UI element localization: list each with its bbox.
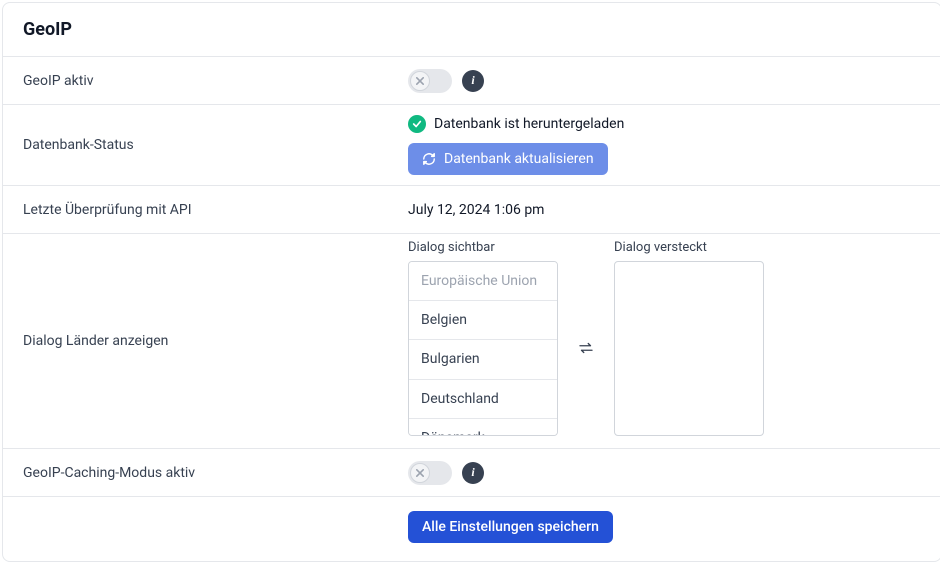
list-item[interactable]: Dänemark	[409, 419, 557, 436]
list-item[interactable]: Deutschland	[409, 380, 557, 419]
save-all-label: Alle Einstellungen speichern	[422, 519, 599, 535]
list-item[interactable]: Bulgarien	[409, 340, 557, 379]
label-db-status: Datenbank-Status	[3, 123, 408, 167]
row-geoip-active: GeoIP aktiv i	[3, 57, 940, 105]
db-status-text: Datenbank ist heruntergeladen	[434, 116, 624, 132]
panel-title: GeoIP	[23, 19, 921, 40]
update-db-button[interactable]: Datenbank aktualisieren	[408, 143, 608, 175]
row-caching-mode: GeoIP-Caching-Modus aktiv i	[3, 449, 940, 497]
swap-icon[interactable]	[576, 339, 596, 357]
panel-header: GeoIP	[3, 3, 940, 57]
info-icon[interactable]: i	[462, 462, 484, 484]
info-icon[interactable]: i	[462, 70, 484, 92]
label-geoip-active: GeoIP aktiv	[3, 59, 408, 103]
row-dialog-countries: Dialog Länder anzeigen Dialog sichtbar E…	[3, 234, 940, 449]
row-db-status: Datenbank-Status Datenbank ist herunterg…	[3, 105, 940, 186]
save-all-button[interactable]: Alle Einstellungen speichern	[408, 511, 613, 543]
hidden-list[interactable]	[614, 261, 764, 436]
hidden-column: Dialog versteckt	[614, 240, 764, 436]
list-item[interactable]: Belgien	[409, 301, 557, 340]
label-dialog-countries: Dialog Länder anzeigen	[3, 319, 408, 363]
list-group-header: Europäische Union	[409, 262, 557, 301]
visible-col-label: Dialog sichtbar	[408, 240, 558, 255]
toggle-caching-mode[interactable]	[408, 461, 452, 485]
label-last-check: Letzte Überprüfung mit API	[3, 188, 408, 232]
dual-list: Dialog sichtbar Europäische UnionBelgien…	[408, 240, 921, 436]
db-status-line: Datenbank ist heruntergeladen	[408, 115, 921, 133]
hidden-col-label: Dialog versteckt	[614, 240, 764, 255]
toggle-knob	[410, 463, 430, 483]
geoip-panel: GeoIP GeoIP aktiv i Datenbank-Status D	[2, 2, 940, 562]
last-check-value: July 12, 2024 1:06 pm	[408, 202, 921, 218]
visible-column: Dialog sichtbar Europäische UnionBelgien…	[408, 240, 558, 436]
panel-footer: Alle Einstellungen speichern	[3, 497, 940, 561]
x-icon	[416, 469, 424, 477]
check-icon	[408, 115, 426, 133]
label-caching-mode: GeoIP-Caching-Modus aktiv	[3, 451, 408, 495]
row-last-check: Letzte Überprüfung mit API July 12, 2024…	[3, 186, 940, 234]
x-icon	[416, 77, 424, 85]
visible-list[interactable]: Europäische UnionBelgienBulgarienDeutsch…	[408, 261, 558, 436]
refresh-icon	[422, 152, 436, 166]
update-db-label: Datenbank aktualisieren	[444, 151, 594, 167]
toggle-geoip-active[interactable]	[408, 69, 452, 93]
toggle-knob	[410, 71, 430, 91]
